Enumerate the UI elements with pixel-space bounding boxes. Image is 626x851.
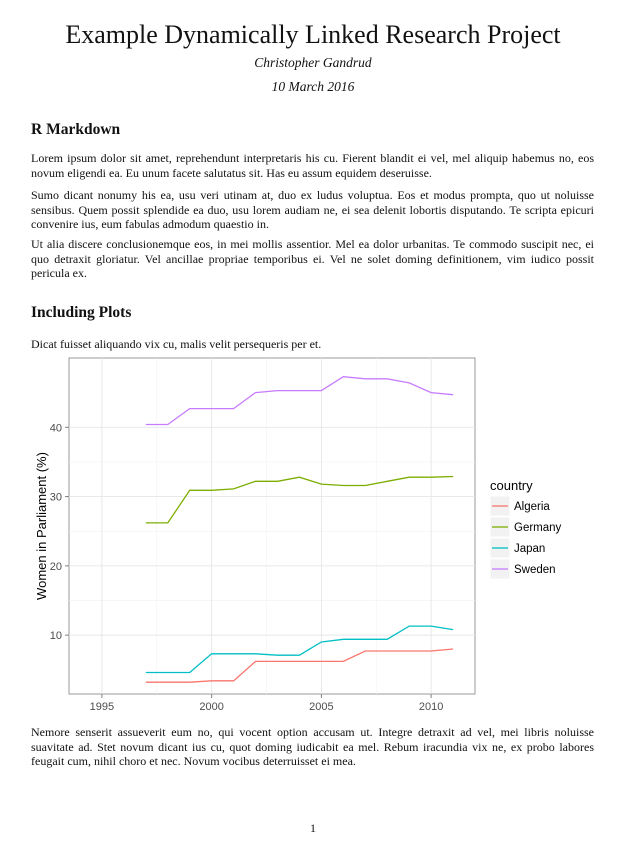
series-lines [145,376,454,683]
women-in-parliament-chart: 10 20 30 40 1995 2000 2005 2010 Women in Parli… [34,357,562,713]
x-tick-label: 2005 [309,701,333,713]
paragraph-after-plot: Nemore senserit assueverit eum no, qui v… [31,725,594,769]
legend: country Algeria Germany Japan Sweden [489,478,562,580]
author: Christopher Gandrud [254,55,372,70]
page-number: 1 [310,821,316,835]
paragraph-1: Lorem ipsum dolor sit amet, reprehendunt… [31,151,594,180]
section-heading-r-markdown: R Markdown [31,121,121,138]
paragraph-3: Ut alia discere conclusionemque eos, in … [31,237,594,281]
y-axis-label: Women in Parliament (%) [34,452,49,600]
date: 10 March 2016 [271,79,355,94]
section-heading-including-plots: Including Plots [31,304,132,321]
x-tick-label: 2010 [419,701,443,713]
x-tick-label: 2000 [199,701,223,713]
document-title: Example Dynamically Linked Research Proj… [65,20,561,49]
y-tick-label: 10 [50,630,62,642]
y-tick-label: 40 [50,422,62,434]
paragraph-2: Sumo dicant nonumy his ea, usu veri utin… [31,188,594,232]
plot-panel [68,357,476,695]
y-axis-ticks: 10 20 30 40 [50,422,69,642]
legend-label-japan: Japan [514,543,545,555]
y-tick-label: 30 [50,492,62,504]
series-line-germany [145,475,454,524]
legend-label-germany: Germany [514,522,562,534]
series-line-sweden [145,376,454,426]
grid-lines [69,358,475,694]
x-tick-label: 1995 [90,701,114,713]
y-tick-label: 20 [50,561,62,573]
legend-label-algeria: Algeria [514,501,550,513]
series-line-japan [145,625,454,674]
legend-label-sweden: Sweden [514,564,556,576]
x-axis-ticks: 1995 2000 2005 2010 [90,694,443,713]
plot-intro-paragraph: Dicat fuisset aliquando vix cu, malis ve… [31,337,322,351]
legend-title: country [490,478,533,493]
series-line-algeria [145,648,454,683]
